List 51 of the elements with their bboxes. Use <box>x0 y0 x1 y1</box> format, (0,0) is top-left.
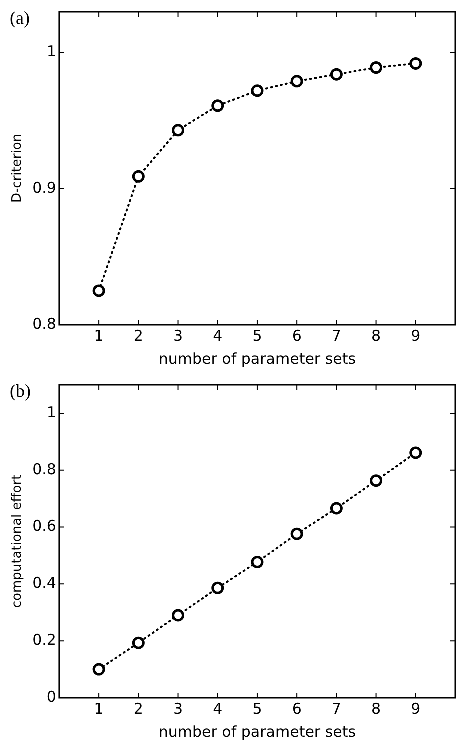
point <box>410 57 422 70</box>
x-tick-label: 4 <box>213 326 223 345</box>
point <box>172 124 185 137</box>
x-tick-label: 7 <box>332 700 342 718</box>
point <box>370 474 383 488</box>
y-tick-label: 0.2 <box>32 630 56 649</box>
x-axis-title: number of parameter sets <box>158 722 356 741</box>
text: (a) <box>10 8 30 29</box>
x-axis-title: number of parameter sets <box>158 350 356 368</box>
x-tick-label: 1 <box>94 700 104 718</box>
x-tick-label: 8 <box>372 326 382 345</box>
x-tick-label: 1 <box>94 326 104 345</box>
x-tick-label: 4 <box>213 700 223 718</box>
text: (b) <box>10 381 31 402</box>
x-tick-label: 3 <box>173 700 184 718</box>
point <box>172 609 185 622</box>
point <box>212 100 224 112</box>
point <box>251 556 264 569</box>
y-tick-label: 0.8 <box>32 314 56 333</box>
point <box>330 68 343 81</box>
x-tick-label: 5 <box>252 700 262 718</box>
x-tick-label: 6 <box>292 326 302 345</box>
y-tick-label: 0.8 <box>32 460 56 478</box>
point <box>92 284 106 298</box>
y-tick-label: 0 <box>46 688 56 706</box>
x-tick-label: 2 <box>134 700 144 718</box>
x-tick-label: 9 <box>411 326 421 345</box>
x-tick-label: 5 <box>252 326 262 345</box>
y-tick-label: 1 <box>46 42 56 61</box>
point <box>410 446 422 460</box>
x-tick-label: 7 <box>332 326 342 345</box>
point <box>251 84 264 98</box>
point <box>132 636 145 650</box>
point <box>212 582 224 594</box>
point <box>330 502 343 515</box>
point <box>132 170 145 183</box>
x-tick-label: 2 <box>134 326 144 345</box>
y-axis-title: D-criterion <box>10 134 26 204</box>
y-axis-title: computational effort <box>10 474 26 608</box>
point <box>370 62 383 74</box>
y-tick-label: 1 <box>46 403 56 422</box>
x-tick-label: 8 <box>372 700 382 718</box>
y-tick-label: 0.9 <box>32 178 56 197</box>
x-tick-label: 3 <box>173 326 184 345</box>
x-tick-label: 6 <box>292 700 302 718</box>
point <box>290 528 304 540</box>
y-tick-label: 0.4 <box>32 574 56 592</box>
x-tick-label: 9 <box>411 700 421 718</box>
point <box>290 75 304 88</box>
point <box>92 663 106 676</box>
y-tick-label: 0.6 <box>32 517 56 536</box>
